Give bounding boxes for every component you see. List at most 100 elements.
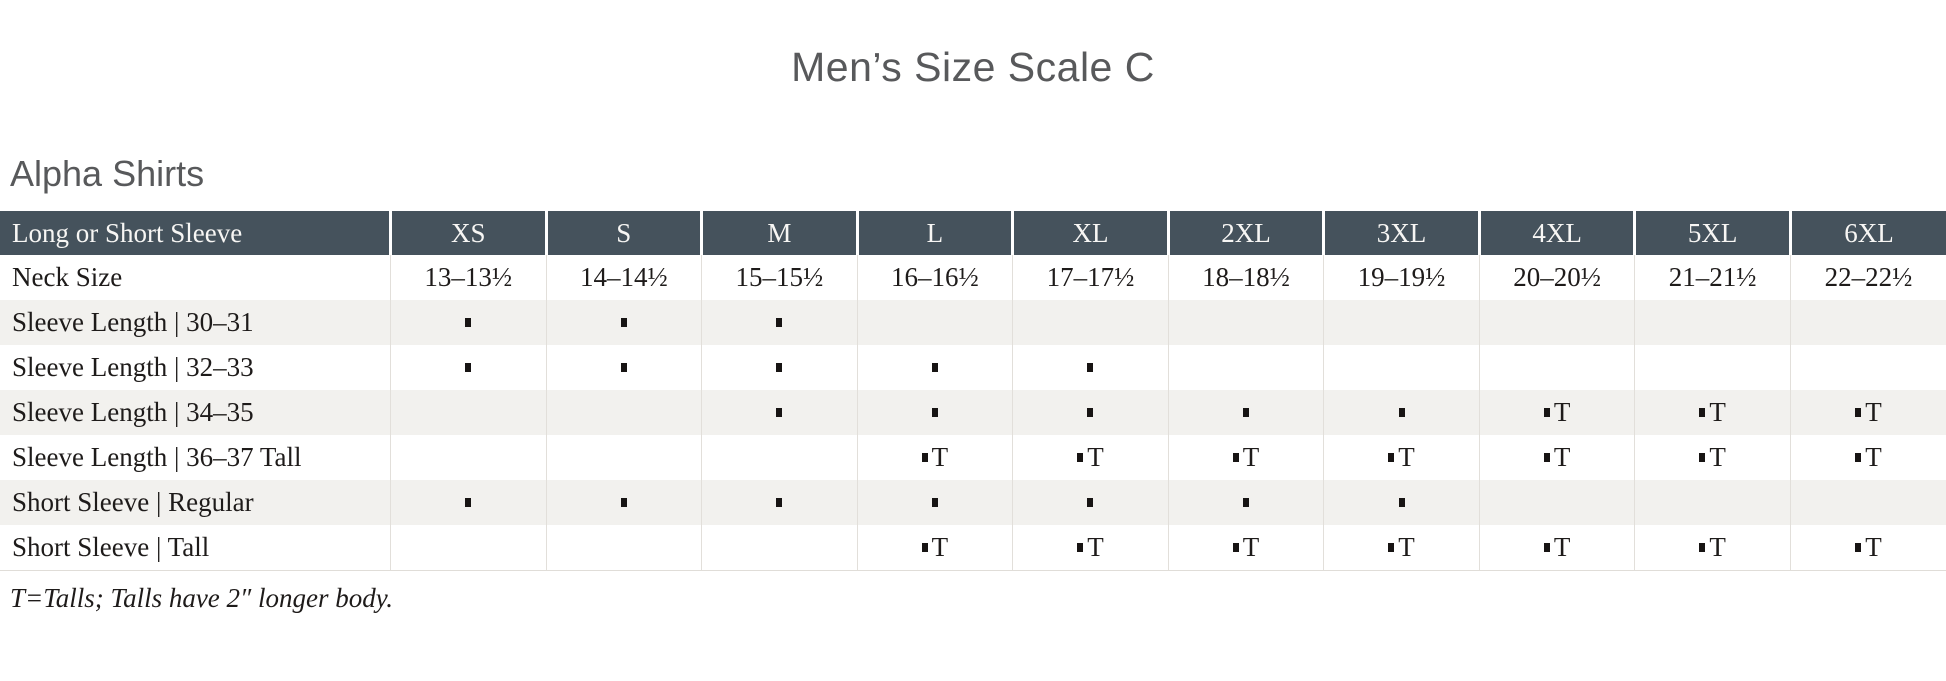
header-cell-size: L [855,211,1013,255]
header-cell-size: 4XL [1477,211,1635,255]
table-body: Neck Size 13–13½ 14–14½ 15–15½ 16–16½ 17–17½ 1… [0,255,1946,571]
header-cell-category: Long or Short Sleeve [0,211,391,255]
tall-indicator: T [1865,397,1882,427]
size-value-cell: 14–14½ [545,255,702,300]
mark-cell [1167,300,1324,345]
footnote: T=Talls; Talls have 2″ longer body. [10,583,394,613]
availability-dot-icon [931,497,938,507]
size-value-cell: 13–13½ [390,255,547,300]
tall-indicator: T [1865,442,1882,472]
tall-indicator: T [1709,532,1726,562]
mark-cell: T [1167,525,1324,571]
availability-dot-icon [1243,497,1249,507]
mark-cell: T [1634,390,1791,435]
header-cell-size: 3XL [1322,211,1480,255]
mark-cell [545,390,702,435]
mark-cell [1789,300,1946,345]
availability-dot-icon [776,497,783,507]
mark-cell [1478,345,1635,390]
mark-cell [390,300,547,345]
mark-cell [1323,480,1480,525]
mark-cell [701,345,858,390]
header-cell-size: S [544,211,702,255]
availability-dot-icon [1543,407,1550,417]
tall-indicator: T [1398,442,1415,472]
availability-dot-icon [1543,542,1550,552]
availability-dot-icon [1077,452,1084,462]
mark-cell [545,525,702,571]
tall-indicator: T [1087,442,1104,472]
availability-dot-icon [1087,407,1094,417]
table-row: Neck Size 13–13½ 14–14½ 15–15½ 16–16½ 17–17½ 1… [0,255,1946,300]
page-title: Men’s Size Scale C [791,44,1155,90]
availability-dot-icon [465,362,472,372]
availability-dot-icon [620,317,627,327]
size-value-cell: 20–20½ [1478,255,1635,300]
mark-cell [1012,480,1169,525]
availability-dot-icon [1855,407,1862,417]
tall-indicator: T [1553,397,1571,427]
availability-dot-icon [931,362,938,372]
size-value-cell: 22–22½ [1789,255,1946,300]
availability-dot-icon [1398,497,1405,507]
mark-cell [545,435,702,480]
mark-cell [545,345,702,390]
table-row: Sleeve Length | 32–33 [0,345,1946,390]
mark-cell [1167,390,1324,435]
tall-indicator: T [931,442,949,472]
mark-cell: T [1789,435,1946,480]
mark-cell [390,390,547,435]
header-cell-size: 2XL [1166,211,1324,255]
mark-cell: T [1323,525,1480,571]
availability-dot-icon [620,497,627,507]
mark-cell [1634,345,1791,390]
mark-cell [856,300,1013,345]
mark-cell [1789,345,1946,390]
mark-cell [1167,480,1324,525]
availability-dot-icon [921,452,928,462]
mark-cell: T [856,525,1013,571]
table-row: Short Sleeve | Tall T T T T T T T [0,525,1946,571]
header-cell-size: 6XL [1788,211,1946,255]
row-label: Short Sleeve | Tall [0,525,391,571]
tall-indicator: T [1087,532,1104,562]
mark-cell [701,525,858,571]
size-value-cell: 15–15½ [701,255,858,300]
mark-cell: T [1634,525,1791,571]
availability-dot-icon [1699,407,1706,417]
mark-cell [390,435,547,480]
availability-dot-icon [1087,497,1094,507]
availability-dot-icon [776,407,783,417]
availability-dot-icon [921,542,928,552]
row-label: Short Sleeve | Regular [12,487,254,517]
header-cell-size: M [700,211,858,255]
mark-cell [856,345,1013,390]
mark-cell: T [1012,525,1169,571]
mark-cell: T [1012,435,1169,480]
row-label: Sleeve Length | 36–37 Tall [12,442,302,472]
mark-cell [856,390,1013,435]
mark-cell [390,525,547,571]
table-row: Short Sleeve | Regular [0,480,1946,525]
mark-cell: T [1478,435,1635,480]
mark-cell [701,435,858,480]
row-label: Sleeve Length | 30–31 [12,307,254,337]
header-cell-size: XL [1011,211,1169,255]
availability-dot-icon [1398,407,1405,417]
mark-cell [1323,345,1480,390]
size-value-cell: 16–16½ [856,255,1013,300]
mark-cell: T [1478,525,1635,571]
availability-dot-icon [776,317,783,327]
mark-cell [701,390,858,435]
mark-cell: T [856,435,1013,480]
mark-cell: T [1478,390,1635,435]
tall-indicator: T [1398,532,1415,562]
header-cell-size: XS [389,211,547,255]
mark-cell [1634,480,1791,525]
mark-cell [1478,300,1635,345]
row-label: Sleeve Length | 32–33 [12,352,254,382]
mark-cell [1323,300,1480,345]
table-row: Sleeve Length | 30–31 [0,300,1946,345]
availability-dot-icon [1543,452,1550,462]
